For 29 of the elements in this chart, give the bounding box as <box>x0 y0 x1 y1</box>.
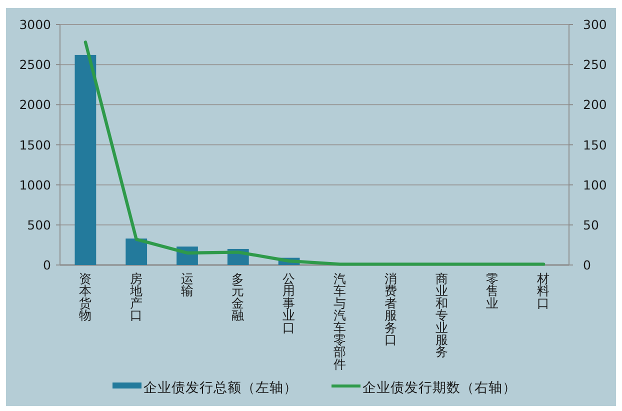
y-tick-label: 3000 <box>19 17 52 32</box>
x-tick-label: 商业和专业服务 <box>435 271 448 360</box>
y-tick-label: 1000 <box>19 177 52 192</box>
x-tick-label: 房地产口 <box>128 271 143 323</box>
y2-tick-label: 300 <box>583 17 607 32</box>
x-tick-label: 运输 <box>180 271 194 298</box>
y-tick-label: 1500 <box>19 137 52 152</box>
y2-tick-label: 100 <box>583 177 607 192</box>
y2-tick-label: 150 <box>583 137 607 152</box>
x-tick-label: 公用事业口 <box>282 271 296 335</box>
legend-label: 企业债发行期数（右轴） <box>362 380 516 396</box>
bar <box>126 238 148 265</box>
y-tick-label: 2000 <box>19 97 52 112</box>
y-tick-label: 2500 <box>19 57 52 72</box>
line-series <box>84 40 546 266</box>
legend-label: 企业债发行总额（左轴） <box>144 380 298 396</box>
y2-tick-label: 250 <box>583 57 607 72</box>
x-tick-label: 多元金融 <box>232 271 245 323</box>
x-tick-label: 资本货物 <box>78 271 92 323</box>
y-tick-label: 0 <box>43 258 52 272</box>
y2-tick-label: 200 <box>583 97 607 112</box>
x-tick-label: 材料口 <box>536 271 550 310</box>
y2-tick-label: 50 <box>583 217 599 232</box>
y2-tick-label: 0 <box>583 258 591 272</box>
y-tick-label: 500 <box>27 217 52 232</box>
bar <box>74 54 96 265</box>
x-tick-label: 零售业 <box>486 271 500 310</box>
x-tick-label: 消费者服务口 <box>384 271 398 347</box>
x-tick-label: 汽车与汽车零部件 <box>333 271 346 372</box>
